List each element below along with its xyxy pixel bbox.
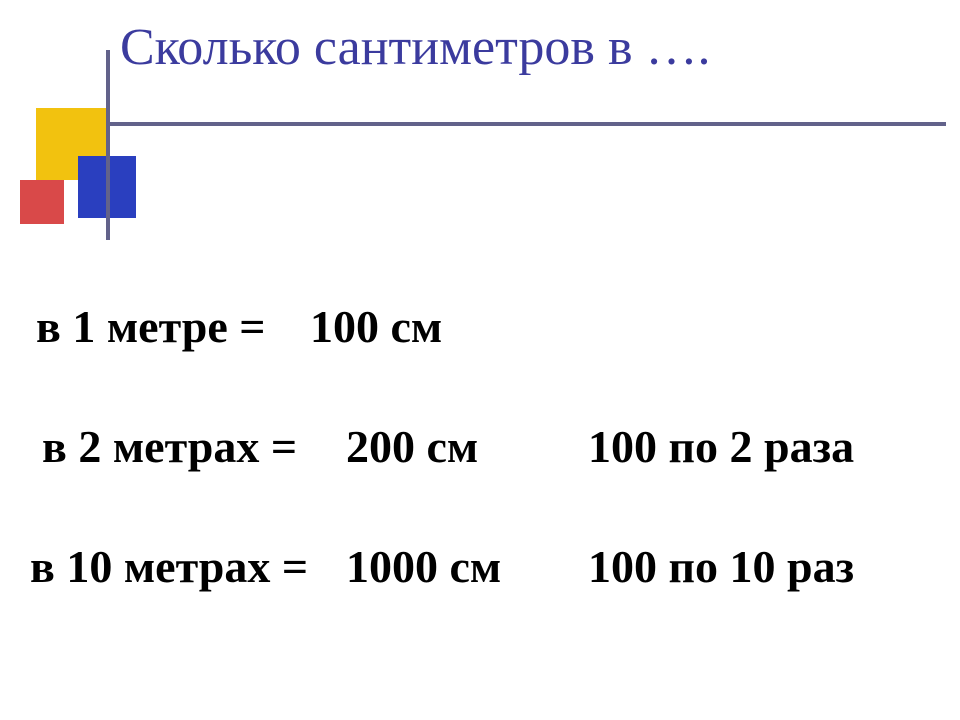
row1-lhs: в 1 метре = xyxy=(36,300,265,353)
row3-value: 1000 см xyxy=(346,540,501,593)
row1-value: 100 см xyxy=(310,300,442,353)
row2-lhs: в 2 метрах = xyxy=(42,420,297,473)
row3-lhs: в 10 метрах = xyxy=(30,540,308,593)
row3-note: 100 по 10 раз xyxy=(588,540,854,593)
row2-value: 200 см xyxy=(346,420,478,473)
decorative-squares xyxy=(0,108,200,248)
vertical-rule xyxy=(106,50,110,240)
square-red xyxy=(20,180,64,224)
slide-title: Сколько сантиметров в …. xyxy=(120,18,920,77)
row2-note: 100 по 2 раза xyxy=(588,420,854,473)
horizontal-rule xyxy=(106,122,946,126)
